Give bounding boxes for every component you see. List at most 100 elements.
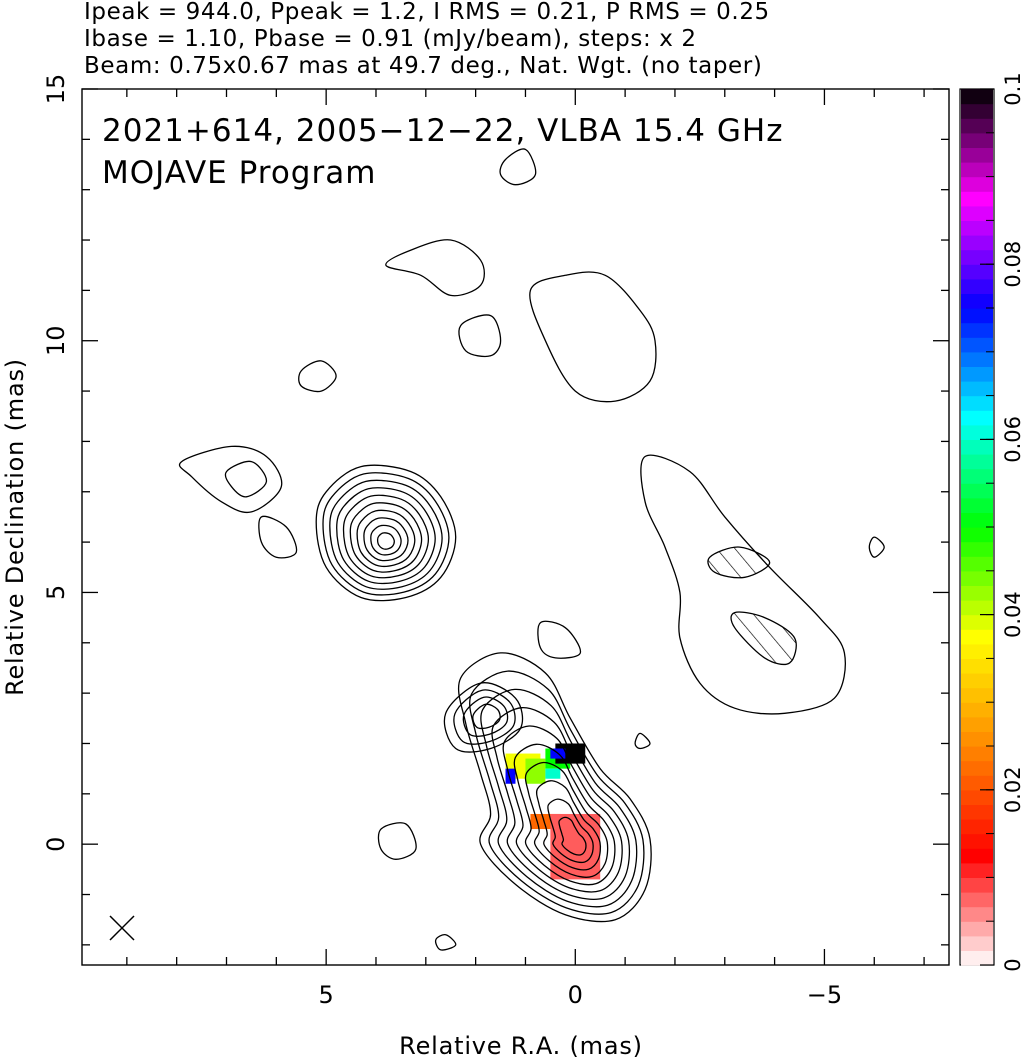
colorbar-swatch <box>961 454 993 470</box>
plot-title-line-1: 2021+614, 2005−12−22, VLBA 15.4 GHz <box>102 113 783 149</box>
colorbar-swatch <box>961 556 993 572</box>
colorbar-swatch <box>961 527 993 543</box>
colorbar-swatch <box>961 906 993 922</box>
colorbar-swatch <box>961 614 993 630</box>
colorbar-swatch <box>961 322 993 338</box>
contour-line <box>434 934 457 951</box>
contour-line <box>491 707 631 900</box>
colorbar: 0 0.02 0.04 0.06 0.08 0.1 <box>961 72 1022 972</box>
contour-line <box>558 816 587 856</box>
contour-line <box>524 761 609 878</box>
colorbar-tick-label: 0.08 <box>1001 241 1022 288</box>
contour-line <box>329 479 443 590</box>
header-line-1: Ipeak = 944.0, Ppeak = 1.2, I RMS = 0.21… <box>84 0 770 25</box>
contour-line <box>336 487 436 585</box>
colorbar-swatch <box>961 746 993 762</box>
colorbar-swatch <box>961 395 993 411</box>
contour-line <box>868 536 885 558</box>
axis-ticks: 5 0 −5 0 5 10 15 <box>42 74 949 1009</box>
colorbar-swatch <box>961 439 993 455</box>
colorbar-swatch <box>961 468 993 484</box>
contour-line <box>376 532 395 550</box>
contour-layer <box>178 148 885 951</box>
y-axis-label: Relative Declination (mas) <box>1 358 29 696</box>
contour-line <box>178 445 283 514</box>
contour-line <box>499 148 537 186</box>
contour-line <box>443 682 524 753</box>
colorbar-swatch <box>961 220 993 236</box>
colorbar-swatch <box>961 643 993 659</box>
contour-line <box>472 703 501 730</box>
colorbar-swatch <box>961 103 993 119</box>
contour-line <box>258 515 298 559</box>
colorbar-swatch <box>961 731 993 747</box>
colorbar-swatch <box>961 687 993 703</box>
contour-line <box>513 743 616 886</box>
colorbar-swatch <box>961 89 993 105</box>
colorbar-swatch <box>961 351 993 367</box>
colorbar-swatch <box>961 760 993 776</box>
contour-line <box>640 454 846 715</box>
colorbar-swatch <box>961 804 993 820</box>
contour-line <box>462 696 509 737</box>
colorbar-swatch <box>961 541 993 557</box>
colorbar-swatch <box>961 176 993 192</box>
colorbar-swatch <box>961 308 993 324</box>
colorbar-swatch <box>961 264 993 280</box>
colorbar-swatch <box>961 673 993 689</box>
contour-line <box>315 464 457 602</box>
colorbar-swatch <box>961 716 993 732</box>
contour-line <box>707 546 771 579</box>
colorbar-tick-label: 0.02 <box>1001 766 1022 813</box>
colorbar-tick-label: 0.06 <box>1001 416 1022 463</box>
beam-marker <box>109 915 135 941</box>
contour-line <box>547 798 594 864</box>
colorbar-swatch <box>961 381 993 397</box>
contour-line <box>370 524 402 556</box>
colorbar-swatch <box>961 950 993 966</box>
contour-line <box>634 732 651 750</box>
contour-line <box>377 822 417 860</box>
x-tick-label: 5 <box>319 981 334 1009</box>
contour-line <box>537 620 582 659</box>
contour-line <box>224 460 268 498</box>
polarization-patch <box>505 768 516 784</box>
plot-title-line-2: MOJAVE Program <box>102 155 376 191</box>
contour-line <box>502 725 623 893</box>
colorbar-swatch <box>961 935 993 951</box>
colorbar-swatch <box>961 497 993 513</box>
x-tick-label: −5 <box>807 981 842 1009</box>
contour-line <box>322 472 450 596</box>
plot-frame <box>81 88 950 966</box>
colorbar-swatch <box>961 877 993 893</box>
x-axis-label: Relative R.A. (mas) <box>399 1032 643 1060</box>
contour-line <box>356 509 416 567</box>
colorbar-tick-label: 0.1 <box>1001 72 1022 105</box>
colorbar-swatch <box>961 483 993 499</box>
contour-line <box>342 494 430 579</box>
polarization-patch <box>545 768 561 779</box>
colorbar-swatch <box>961 235 993 251</box>
contour-line <box>469 670 645 915</box>
colorbar-swatch <box>961 278 993 294</box>
contour-line <box>349 502 423 573</box>
y-tick-label: 0 <box>42 837 70 852</box>
header-line-3: Beam: 0.75x0.67 mas at 49.7 deg., Nat. W… <box>84 53 763 79</box>
contour-line <box>535 780 602 871</box>
colorbar-swatch <box>961 833 993 849</box>
colorbar-swatch <box>961 410 993 426</box>
colorbar-swatch <box>961 629 993 645</box>
x-tick-label: 0 <box>568 981 583 1009</box>
colorbar-swatch <box>961 658 993 674</box>
colorbar-swatch <box>961 789 993 805</box>
colorbar-swatch <box>961 249 993 265</box>
colorbar-swatch <box>961 921 993 937</box>
contour-line <box>730 611 797 666</box>
y-tick-label: 10 <box>42 325 70 356</box>
colorbar-swatch <box>961 191 993 207</box>
colorbar-swatch <box>961 892 993 908</box>
colorbar-swatch <box>961 118 993 134</box>
colorbar-swatch <box>961 862 993 878</box>
contour-line <box>298 360 337 393</box>
